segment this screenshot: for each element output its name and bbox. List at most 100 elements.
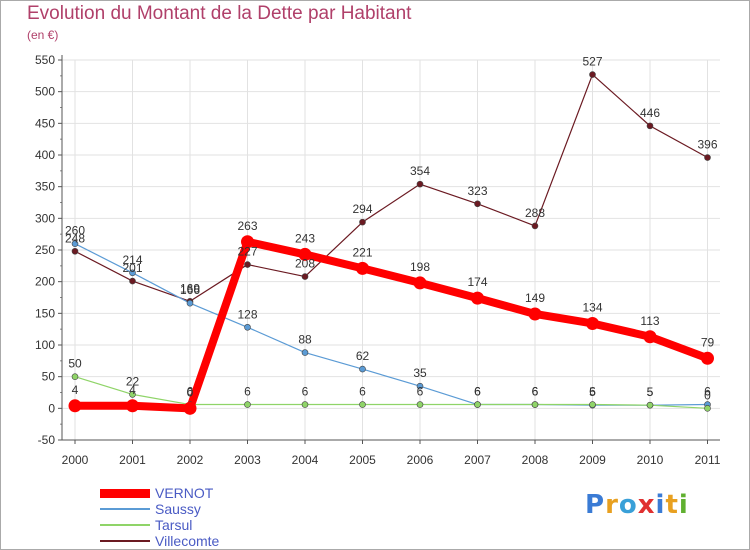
data-label-villecomte: 294 <box>352 202 372 216</box>
legend-item-tarsul: Tarsul <box>100 517 219 533</box>
data-point-tarsul <box>71 373 79 380</box>
data-point-saussy <box>359 365 366 373</box>
data-point-villecomte <box>416 180 424 188</box>
legend-label: Saussy <box>155 501 201 517</box>
data-point-villecomte <box>646 122 654 130</box>
data-point-saussy <box>186 299 194 307</box>
data-point-tarsul <box>244 401 251 408</box>
y-tick-label: 100 <box>35 338 55 352</box>
y-tick-label: 150 <box>35 306 55 320</box>
data-label-villecomte: 396 <box>697 138 717 152</box>
data-label-tarsul: 6 <box>359 385 366 399</box>
data-label-saussy: 214 <box>122 253 142 267</box>
data-label-saussy: 62 <box>356 349 370 363</box>
legend-swatch <box>100 524 150 526</box>
y-tick-label: 50 <box>42 370 56 384</box>
data-point-vernot <box>68 399 82 413</box>
data-label-tarsul: 6 <box>244 385 251 399</box>
data-point-saussy <box>71 240 79 247</box>
y-tick-label: 550 <box>35 53 55 67</box>
data-label-tarsul: 6 <box>589 385 596 399</box>
legend-item-villecomte: Villecomte <box>100 533 219 549</box>
x-tick-label: 2001 <box>119 453 146 467</box>
series-line-vernot <box>71 237 712 413</box>
data-label-saussy: 5 <box>647 385 654 399</box>
y-tick-label: 450 <box>35 116 55 130</box>
data-label-villecomte: 208 <box>295 257 315 271</box>
data-label-saussy: 260 <box>65 224 85 238</box>
legend-label: VERNOT <box>155 485 214 501</box>
data-point-villecomte <box>129 277 136 285</box>
data-point-villecomte <box>301 273 309 280</box>
x-tick-label: 2009 <box>579 453 606 467</box>
x-tick-label: 2004 <box>292 453 319 467</box>
data-label-vernot: 113 <box>640 314 659 328</box>
data-label-tarsul: 6 <box>417 385 424 399</box>
y-tick-label: 300 <box>35 211 55 225</box>
legend-swatch <box>100 488 150 498</box>
legend-label: Villecomte <box>155 533 220 549</box>
x-tick-label: 2000 <box>62 453 89 467</box>
data-point-vernot <box>183 401 197 415</box>
data-point-saussy <box>301 349 309 356</box>
data-label-vernot: 0 <box>187 385 194 399</box>
data-point-vernot <box>528 307 542 321</box>
data-point-saussy <box>244 323 251 331</box>
data-point-tarsul <box>474 401 481 408</box>
data-label-vernot: 79 <box>701 335 715 349</box>
data-point-vernot <box>241 235 254 249</box>
data-label-saussy: 88 <box>298 333 312 347</box>
data-label-tarsul: 6 <box>187 385 194 399</box>
data-label-vernot: 134 <box>582 300 602 314</box>
data-point-villecomte <box>244 261 251 268</box>
data-point-villecomte <box>359 218 366 226</box>
data-point-vernot <box>701 351 714 365</box>
chart-unit-label: (en €) <box>27 28 59 42</box>
data-point-vernot <box>298 247 312 261</box>
legend-swatch <box>100 540 150 542</box>
y-tick-label: 0 <box>48 401 55 415</box>
series-line-tarsul <box>74 376 709 409</box>
y-tick-label: 500 <box>35 85 55 99</box>
x-tick-label: 2007 <box>464 453 491 467</box>
data-point-vernot <box>413 276 427 290</box>
x-tick-label: 2005 <box>349 453 376 467</box>
data-label-tarsul: 6 <box>302 385 309 399</box>
x-tick-label: 2006 <box>407 453 434 467</box>
y-tick-label: 350 <box>35 180 55 194</box>
data-label-saussy: 128 <box>237 307 257 321</box>
data-label-tarsul: 6 <box>474 385 481 399</box>
series-lines <box>71 73 712 413</box>
data-label-saussy: 6 <box>704 385 711 399</box>
data-label-villecomte: 354 <box>410 164 430 178</box>
data-label-saussy: 6 <box>474 385 481 399</box>
data-point-tarsul <box>416 401 424 408</box>
data-labels: 2482011692272082943543232885274463962602… <box>65 55 718 403</box>
data-point-tarsul <box>646 401 654 409</box>
data-point-tarsul <box>301 401 309 408</box>
data-label-villecomte: 201 <box>122 261 142 275</box>
data-point-vernot <box>126 399 139 413</box>
data-label-vernot: 149 <box>525 291 545 305</box>
x-tick-label: 2010 <box>637 453 664 467</box>
data-label-villecomte: 446 <box>640 106 660 120</box>
y-tick-label: 250 <box>35 243 55 257</box>
x-tick-label: 2008 <box>522 453 549 467</box>
data-label-saussy: 35 <box>413 366 427 380</box>
y-tick-label: 200 <box>35 275 55 289</box>
data-label-vernot: 4 <box>72 383 79 397</box>
data-point-tarsul <box>129 391 136 398</box>
data-point-tarsul <box>359 401 366 408</box>
data-label-villecomte: 169 <box>180 281 200 295</box>
data-label-vernot: 198 <box>410 260 430 274</box>
data-label-tarsul: 0 <box>704 388 711 402</box>
data-point-vernot <box>471 291 484 305</box>
x-tick-label: 2011 <box>695 453 721 467</box>
data-point-tarsul <box>589 401 596 408</box>
y-tick-label: -50 <box>38 433 56 447</box>
data-point-villecomte <box>71 247 79 255</box>
y-tick-label: 400 <box>35 148 55 162</box>
x-tick-label: 2003 <box>234 453 261 467</box>
x-tick-label: 2002 <box>177 453 204 467</box>
